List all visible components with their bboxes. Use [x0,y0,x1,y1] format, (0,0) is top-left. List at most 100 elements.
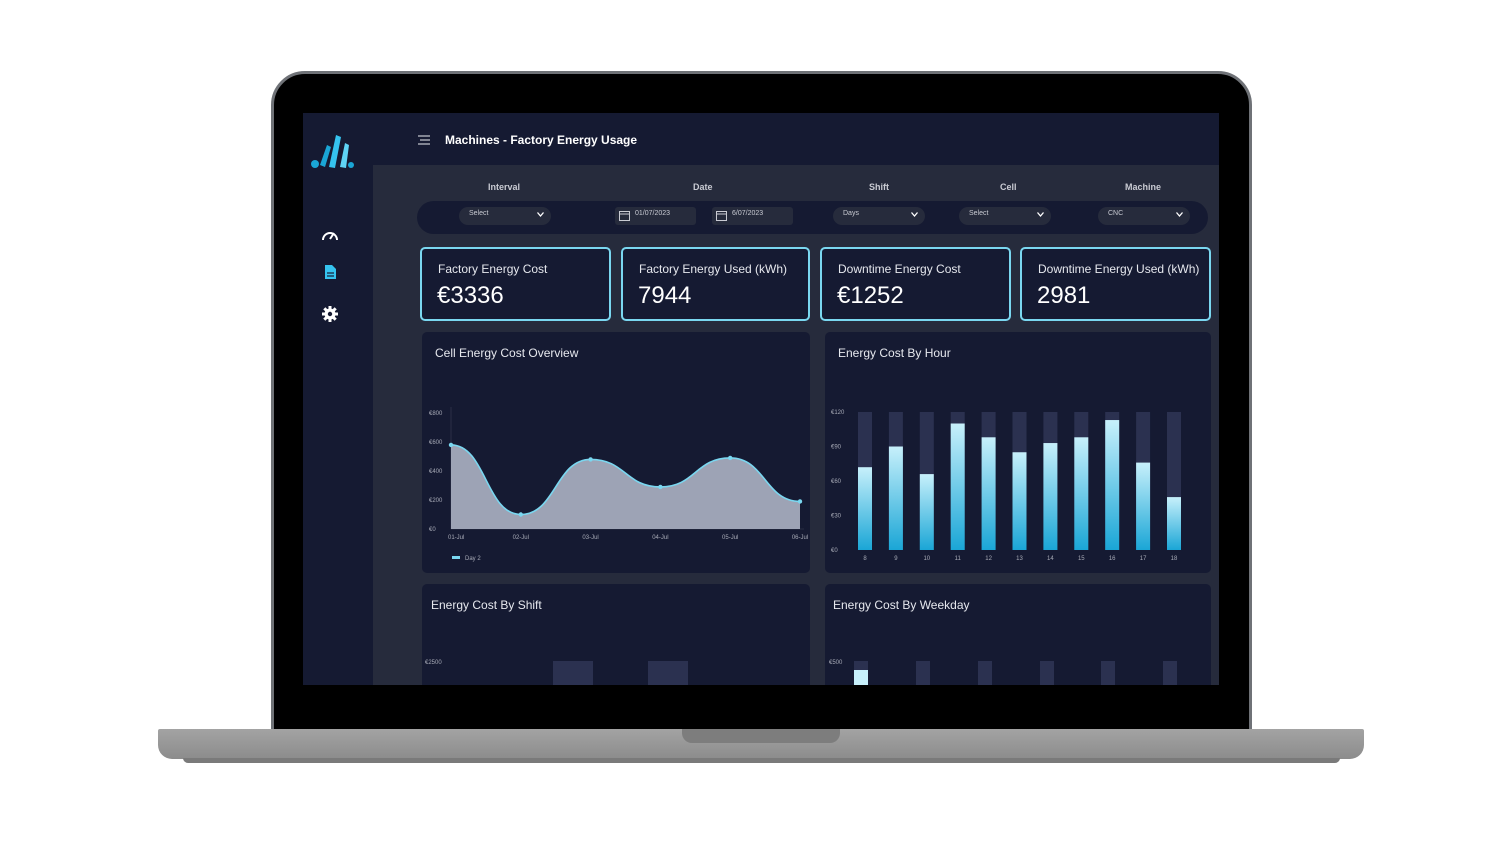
cell-energy-cost-panel: Cell Energy Cost Overview €0 €200 €400 €600… [422,332,810,573]
data-point [448,442,454,448]
kpi-label: Downtime Energy Used (kWh) [1038,262,1200,276]
x-tick-label: 12 [985,556,992,562]
bar-track [648,661,688,685]
bar [950,423,965,550]
y-tick-label: €2500 [425,660,442,666]
x-tick-label: 15 [1078,556,1085,562]
kpi-value: 7944 [638,282,692,309]
kpi-card-downtime-energy-used[interactable]: Downtime Energy Used (kWh) 2981 [1020,247,1211,321]
legend-label: Day 2 [465,556,481,562]
bar-track [553,661,593,685]
end-date-input[interactable]: 6/07/2023 [712,207,793,225]
machine-label: Machine [1125,182,1162,192]
laptop-base-shadow [183,758,1340,763]
page-title: Machines - Factory Energy Usage [445,133,638,147]
cell-select-value: Select [969,210,989,217]
bar [981,437,996,550]
bar-track [916,661,930,685]
top-bar: Machines - Factory Energy Usage [373,113,1219,165]
series-line [450,444,801,516]
bar [1043,443,1058,550]
brand-logo [311,135,354,168]
x-tick-label: 02-Jul [513,535,529,541]
shift-select-value: Days [843,210,859,217]
dashboard-screen: Machines - Factory Energy Usage Interval… [303,113,1219,685]
y-tick-label: €400 [429,469,443,475]
kpi-label: Downtime Energy Cost [838,262,961,276]
x-tick-label: 01-Jul [448,535,464,541]
cell-select[interactable]: Select [959,207,1051,225]
panel-title: Energy Cost By Hour [838,346,951,360]
dashboard-gauge-icon[interactable] [320,225,340,245]
document-icon[interactable] [320,262,340,282]
kpi-card-factory-energy-used[interactable]: Factory Energy Used (kWh) 7944 [621,247,810,321]
area-fill [451,444,800,529]
y-tick-label: €200 [429,498,443,504]
kpi-label: Factory Energy Cost [438,262,548,276]
y-tick-label: €120 [831,410,845,416]
chevron-down-icon [911,212,918,217]
kpi-value: €3336 [437,282,504,309]
hamburger-menu-icon[interactable] [418,135,430,145]
y-tick-label: €0 [429,527,436,533]
energy-cost-by-weekday-panel: Energy Cost By Weekday €500 [825,584,1211,685]
energy-cost-by-hour-panel: Energy Cost By Hour €0 €30 €60 €90 €120 8 9 10 1… [825,332,1211,573]
kpi-value: €1252 [837,282,904,309]
y-tick-label: €0 [831,548,838,554]
data-point [797,499,803,504]
x-tick-label: 11 [955,556,962,562]
x-tick-label: 17 [1140,556,1147,562]
bar [1136,462,1151,550]
x-tick-label: 9 [894,556,898,562]
kpi-card-downtime-energy-cost[interactable]: Downtime Energy Cost €1252 [820,247,1011,321]
x-tick-label: 8 [863,556,867,562]
filter-bar: Select 01/07/2023 6/07/2023 Days Select … [417,201,1208,234]
data-point [518,512,523,517]
end-date-value: 6/07/2023 [732,210,764,217]
laptop-notch [682,729,840,743]
shift-label: Shift [869,182,889,192]
bar [1167,497,1181,550]
chevron-down-icon [537,212,544,217]
bar-track [978,661,992,685]
shift-select[interactable]: Days [833,207,925,225]
bar-chart: €500 [829,660,1177,685]
panel-title: Energy Cost By Shift [431,598,542,612]
bar-track [1040,661,1054,685]
date-label: Date [693,182,713,192]
x-tick-label: 18 [1171,556,1178,562]
bar [1105,420,1120,550]
y-tick-label: €90 [831,445,842,451]
y-tick-label: €500 [829,660,843,666]
x-tick-label: 10 [923,556,930,562]
bar [854,670,868,685]
x-tick-label: 13 [1016,556,1023,562]
bar [1074,437,1089,550]
panel-title: Cell Energy Cost Overview [435,346,579,360]
kpi-card-factory-energy-cost[interactable]: Factory Energy Cost €3336 [420,247,611,321]
y-tick-label: €600 [429,440,443,446]
cell-label: Cell [1000,182,1017,192]
calendar-icon [716,211,727,221]
interval-select[interactable]: Select [459,207,551,225]
area-chart: €0 €200 €400 €600 €800 01-Jul 02-Jul 03-Jul 04-J… [429,407,808,562]
x-tick-label: 05-Jul [722,535,738,541]
data-point [658,484,663,490]
energy-cost-by-shift-panel: Energy Cost By Shift €2500 [422,584,810,685]
settings-gear-icon[interactable] [320,304,340,324]
x-tick-label: 06-Jul [792,535,808,541]
x-tick-label: 16 [1109,556,1116,562]
bar-chart: €0 €30 €60 €90 €120 8 9 10 11 12 13 14 15 16 17 18 [831,410,1181,562]
calendar-icon [619,211,630,221]
y-tick-label: €60 [831,479,842,485]
start-date-input[interactable]: 01/07/2023 [615,207,696,225]
bar-track [1163,661,1177,685]
bar [888,446,903,550]
x-tick-label: 03-Jul [582,535,598,541]
start-date-value: 01/07/2023 [635,210,671,217]
machine-select-value: CNC [1108,210,1124,217]
chevron-down-icon [1176,212,1183,217]
x-tick-label: 14 [1047,556,1054,562]
machine-select[interactable]: CNC [1098,207,1190,225]
interval-label: Interval [488,182,521,192]
